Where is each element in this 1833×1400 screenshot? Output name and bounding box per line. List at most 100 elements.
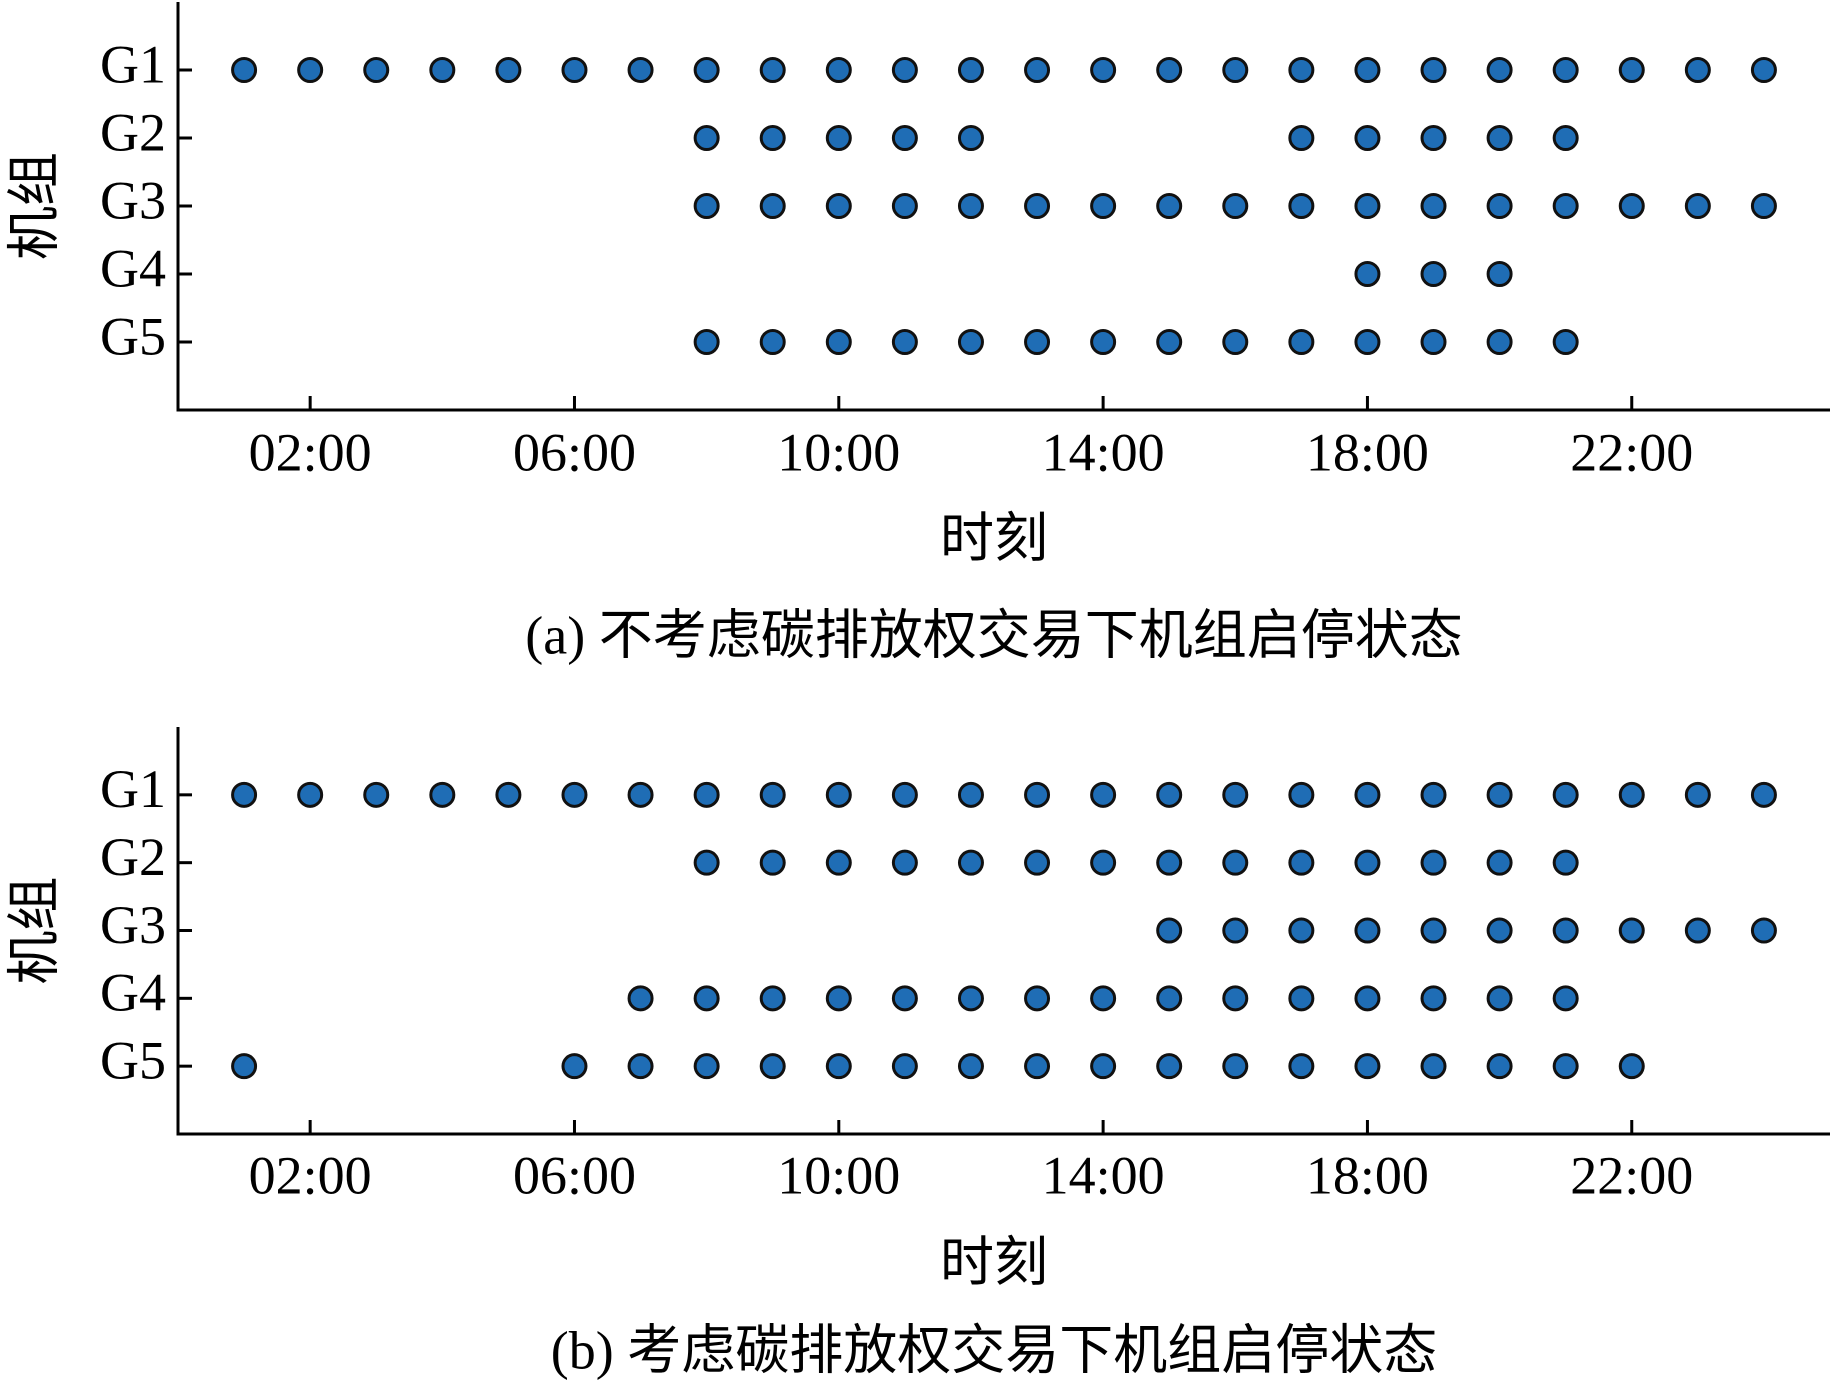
- status-point: [1156, 193, 1183, 219]
- status-point: [1486, 125, 1513, 151]
- status-point: [1552, 57, 1579, 83]
- status-point: [1552, 329, 1579, 355]
- status-point: [363, 781, 390, 808]
- x-tick-label: 10:00: [777, 422, 900, 482]
- y-axis-label: 机组: [4, 152, 64, 260]
- status-point: [1552, 849, 1579, 876]
- status-point: [1354, 57, 1381, 83]
- status-point: [825, 193, 852, 219]
- status-point: [1420, 985, 1447, 1012]
- y-tick-label: G3: [100, 170, 166, 230]
- y-tick-label: G4: [100, 963, 166, 1023]
- status-point: [1090, 193, 1117, 219]
- x-tick-label: 06:00: [513, 422, 636, 482]
- x-tick-label: 06:00: [513, 1145, 636, 1205]
- status-point: [1222, 1053, 1249, 1080]
- status-point: [1024, 1053, 1051, 1080]
- status-point: [693, 125, 720, 151]
- status-point: [1684, 57, 1711, 83]
- status-point: [1552, 781, 1579, 808]
- status-point: [693, 329, 720, 355]
- status-point: [1420, 329, 1447, 355]
- status-point: [1156, 329, 1183, 355]
- status-point: [1486, 917, 1513, 944]
- status-point: [759, 985, 786, 1012]
- status-point: [495, 781, 522, 808]
- status-point: [1684, 193, 1711, 219]
- y-tick-label: G1: [100, 34, 166, 94]
- status-point: [1222, 329, 1249, 355]
- status-point: [957, 985, 984, 1012]
- status-point: [1750, 917, 1777, 944]
- status-point: [1156, 57, 1183, 83]
- x-tick-label: 18:00: [1306, 1145, 1429, 1205]
- status-point: [1750, 193, 1777, 219]
- status-point: [297, 781, 324, 808]
- status-point: [825, 125, 852, 151]
- status-point: [1420, 125, 1447, 151]
- status-point: [1486, 985, 1513, 1012]
- x-axis-label: 时刻: [940, 508, 1048, 568]
- status-point: [1156, 1053, 1183, 1080]
- status-point: [1354, 985, 1381, 1012]
- status-point: [1156, 781, 1183, 808]
- status-point: [1552, 193, 1579, 219]
- status-point: [1156, 985, 1183, 1012]
- y-tick-label: G3: [100, 895, 166, 955]
- status-point: [759, 781, 786, 808]
- status-point: [1486, 781, 1513, 808]
- x-tick-label: 14:00: [1042, 422, 1165, 482]
- status-point: [1618, 193, 1645, 219]
- status-point: [1354, 261, 1381, 287]
- status-point: [957, 849, 984, 876]
- status-point: [1552, 1053, 1579, 1080]
- status-point: [1354, 193, 1381, 219]
- status-point: [1750, 57, 1777, 83]
- status-point: [891, 57, 918, 83]
- status-point: [693, 57, 720, 83]
- y-tick-label: G2: [100, 827, 166, 887]
- status-point: [1486, 329, 1513, 355]
- status-point: [231, 1053, 258, 1080]
- status-point: [825, 849, 852, 876]
- status-point: [693, 193, 720, 219]
- status-point: [1750, 781, 1777, 808]
- status-point: [825, 329, 852, 355]
- status-point: [363, 57, 390, 83]
- status-point: [231, 781, 258, 808]
- status-point: [957, 1053, 984, 1080]
- status-point: [1288, 57, 1315, 83]
- status-point: [825, 57, 852, 83]
- status-point: [1222, 985, 1249, 1012]
- status-point: [891, 329, 918, 355]
- x-tick-label: 02:00: [249, 1145, 372, 1205]
- status-point: [429, 781, 456, 808]
- status-point: [1090, 1053, 1117, 1080]
- status-point: [1420, 1053, 1447, 1080]
- status-point: [1486, 57, 1513, 83]
- status-point: [1684, 917, 1711, 944]
- status-point: [891, 985, 918, 1012]
- status-point: [1552, 125, 1579, 151]
- status-point: [1486, 193, 1513, 219]
- status-point: [759, 57, 786, 83]
- status-point: [1024, 985, 1051, 1012]
- status-point: [891, 125, 918, 151]
- status-point: [1354, 917, 1381, 944]
- status-point: [429, 57, 456, 83]
- x-tick-label: 10:00: [777, 1145, 900, 1205]
- status-point: [1420, 917, 1447, 944]
- status-point: [1156, 849, 1183, 876]
- status-point: [627, 57, 654, 83]
- status-point: [1090, 985, 1117, 1012]
- status-point: [1024, 781, 1051, 808]
- status-point: [1486, 261, 1513, 287]
- status-point: [1222, 57, 1249, 83]
- status-point: [957, 125, 984, 151]
- x-axis-label: 时刻: [940, 1232, 1048, 1292]
- status-point: [957, 57, 984, 83]
- status-point: [759, 849, 786, 876]
- status-point: [1024, 193, 1051, 219]
- status-point: [1090, 329, 1117, 355]
